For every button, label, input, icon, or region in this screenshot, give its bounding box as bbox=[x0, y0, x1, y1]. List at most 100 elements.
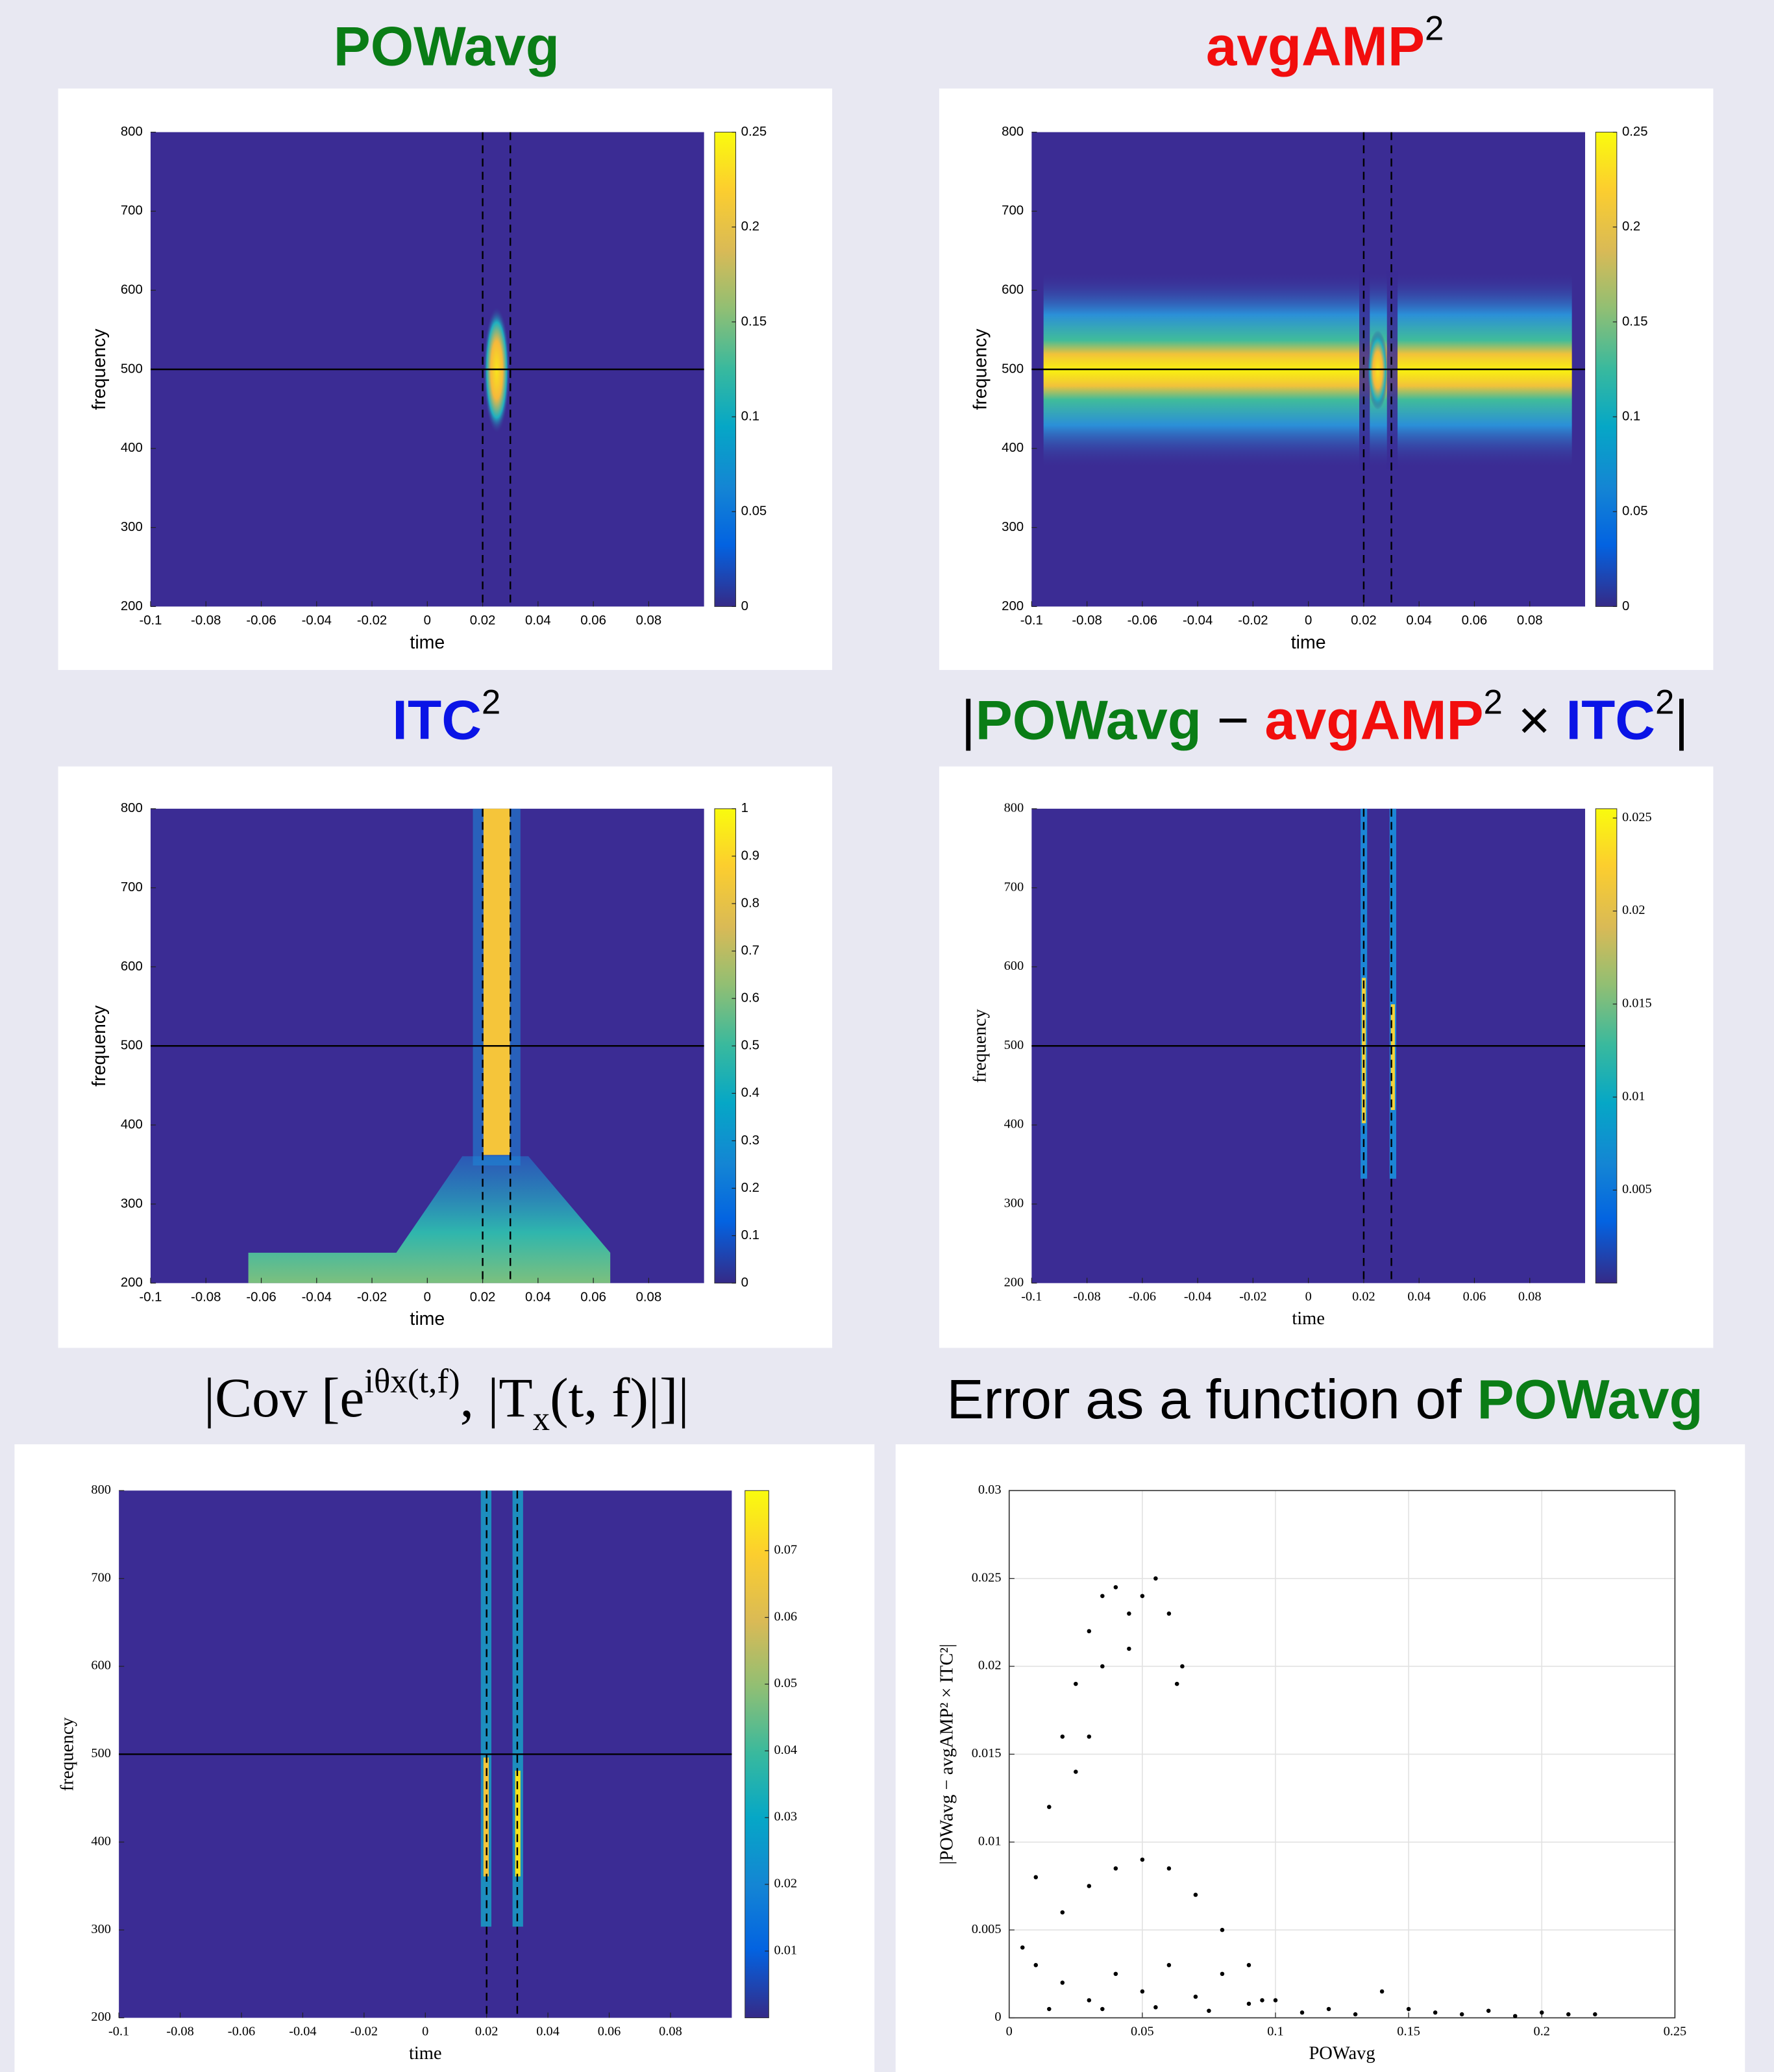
title-part: Error as a function of bbox=[947, 1368, 1477, 1430]
point bbox=[1020, 1945, 1025, 1950]
x-tick-label: -0.1 bbox=[139, 613, 162, 628]
point bbox=[1033, 1875, 1039, 1880]
y-tick-label: 600 bbox=[121, 283, 143, 297]
point bbox=[1074, 1681, 1078, 1686]
y-tick-label: 0.005 bbox=[972, 1922, 1002, 1936]
chart-title: POWavg bbox=[334, 16, 560, 77]
y-tick-label: 800 bbox=[121, 801, 143, 815]
point bbox=[1047, 2006, 1052, 2012]
x-tick-label: 0 bbox=[1305, 613, 1312, 628]
colorbar-tick-label: 0.2 bbox=[741, 1181, 759, 1195]
title-part: | bbox=[961, 689, 976, 751]
chart-title: |POWavg − avgAMP2 × ITC2| bbox=[961, 684, 1689, 751]
point bbox=[1353, 2012, 1358, 2017]
chart: |Cov [eiθx(t,f), |Tx(t, f)|]| -0.1 -0.08 -0… bbox=[57, 1363, 797, 2064]
colorbar bbox=[745, 1490, 769, 2019]
y-tick-label: 700 bbox=[1004, 880, 1024, 894]
point bbox=[1060, 1910, 1065, 1915]
x-tick-label: 0.04 bbox=[525, 613, 551, 628]
x-tick-label: -0.04 bbox=[302, 1290, 332, 1304]
point bbox=[1433, 2010, 1438, 2015]
y-tick-label: 600 bbox=[121, 959, 143, 974]
x-tick-label: -0.06 bbox=[228, 2025, 255, 2039]
y-tick-label: 600 bbox=[91, 1659, 111, 1673]
y-axis-label: frequency bbox=[970, 1009, 991, 1083]
x-axis-label: time bbox=[410, 632, 445, 653]
title-part: | bbox=[1674, 689, 1688, 751]
y-axis-label: frequency bbox=[57, 1717, 77, 1792]
point bbox=[1379, 1989, 1385, 1994]
point bbox=[1246, 1963, 1251, 1967]
colorbar-tick-label: 0 bbox=[1622, 599, 1629, 613]
colorbar-tick-label: 0.1 bbox=[741, 409, 759, 423]
x-tick-label: 0.06 bbox=[1462, 613, 1488, 628]
x-tick-label: 0 bbox=[424, 613, 431, 628]
y-tick-label: 500 bbox=[1004, 1038, 1024, 1052]
point bbox=[1100, 1594, 1105, 1598]
x-tick-label: 0.08 bbox=[1517, 613, 1543, 628]
x-tick-label: 0.04 bbox=[1407, 1290, 1431, 1304]
y-tick-label: 800 bbox=[91, 1483, 111, 1497]
y-tick-label: 0.01 bbox=[978, 1834, 1002, 1848]
x-tick-label: 0 bbox=[1305, 1290, 1312, 1304]
point bbox=[1207, 2008, 1211, 2013]
y-tick-label: 300 bbox=[91, 1922, 111, 1936]
point bbox=[1113, 1585, 1118, 1590]
colorbar-tick-label: 0.15 bbox=[741, 314, 767, 328]
y-tick-label: 300 bbox=[1002, 520, 1024, 534]
y-tick-label: 600 bbox=[1004, 959, 1024, 973]
x-tick-label: -0.06 bbox=[246, 1290, 276, 1304]
y-tick-label: 300 bbox=[121, 520, 143, 534]
colorbar-tick-label: 0.3 bbox=[741, 1133, 759, 1148]
y-tick-label: 300 bbox=[1004, 1196, 1024, 1211]
colorbar-tick-label: 0.01 bbox=[1622, 1089, 1645, 1104]
x-tick-label: -0.06 bbox=[246, 613, 276, 628]
colorbar-tick-label: 0.7 bbox=[741, 943, 759, 957]
x-tick-label: -0.04 bbox=[289, 2025, 316, 2039]
heatmap-feature bbox=[483, 1757, 489, 1877]
title-part: (t, f)|]| bbox=[550, 1368, 689, 1429]
point bbox=[1087, 1998, 1092, 2003]
x-axis-label: POWavg bbox=[1309, 2043, 1375, 2064]
title-part: avgAMP bbox=[1206, 16, 1425, 77]
x-tick-label: -0.04 bbox=[1183, 613, 1213, 628]
colorbar-tick-label: 0.03 bbox=[774, 1810, 798, 1824]
x-tick-label: -0.1 bbox=[139, 1290, 162, 1304]
colorbar-tick-label: 0.05 bbox=[774, 1676, 798, 1690]
y-tick-label: 500 bbox=[121, 362, 143, 376]
point bbox=[1087, 1629, 1092, 1634]
title-part: 2 bbox=[1425, 10, 1444, 48]
x-tick-label: -0.02 bbox=[357, 613, 387, 628]
x-tick-label: 0 bbox=[422, 2025, 428, 2039]
y-tick-label: 700 bbox=[91, 1570, 111, 1585]
chart-title: |Cov [eiθx(t,f), |Tx(t, f)|]| bbox=[204, 1363, 689, 1438]
point bbox=[1300, 2010, 1305, 2015]
x-tick-label: 0.08 bbox=[636, 1290, 662, 1304]
x-tick-label: 0.06 bbox=[580, 613, 606, 628]
x-tick-label: -0.04 bbox=[1184, 1290, 1211, 1304]
x-tick-label: 0.1 bbox=[1267, 2025, 1283, 2039]
point bbox=[1074, 1770, 1078, 1774]
heatmap-feature bbox=[1390, 1004, 1395, 1110]
chart: POWavg -0.1 -0.08 -0.06 -0.04 -0.02 0 0.02 0.04 0… bbox=[89, 16, 767, 653]
y-tick-label: 500 bbox=[121, 1039, 143, 1053]
heatmap-feature bbox=[483, 808, 510, 1155]
x-tick-label: 0.2 bbox=[1534, 2025, 1550, 2039]
x-tick-label: 0.04 bbox=[536, 2025, 560, 2039]
y-tick-label: 0.03 bbox=[978, 1483, 1002, 1497]
x-tick-label: -0.08 bbox=[1073, 1290, 1100, 1304]
y-tick-label: 0 bbox=[994, 2010, 1001, 2024]
y-tick-label: 700 bbox=[121, 204, 143, 218]
axes-frame bbox=[1008, 1490, 1676, 2019]
y-tick-label: 400 bbox=[1002, 441, 1024, 455]
title-part: e bbox=[339, 1368, 364, 1429]
point bbox=[1220, 1927, 1225, 1932]
x-tick-label: -0.06 bbox=[1127, 613, 1157, 628]
title-part: x bbox=[533, 1400, 550, 1438]
colorbar-tick-label: 0.4 bbox=[741, 1086, 759, 1100]
point bbox=[1127, 1646, 1131, 1651]
point bbox=[1193, 1994, 1198, 1999]
title-part: POWavg bbox=[1477, 1368, 1703, 1430]
point bbox=[1087, 1884, 1092, 1888]
